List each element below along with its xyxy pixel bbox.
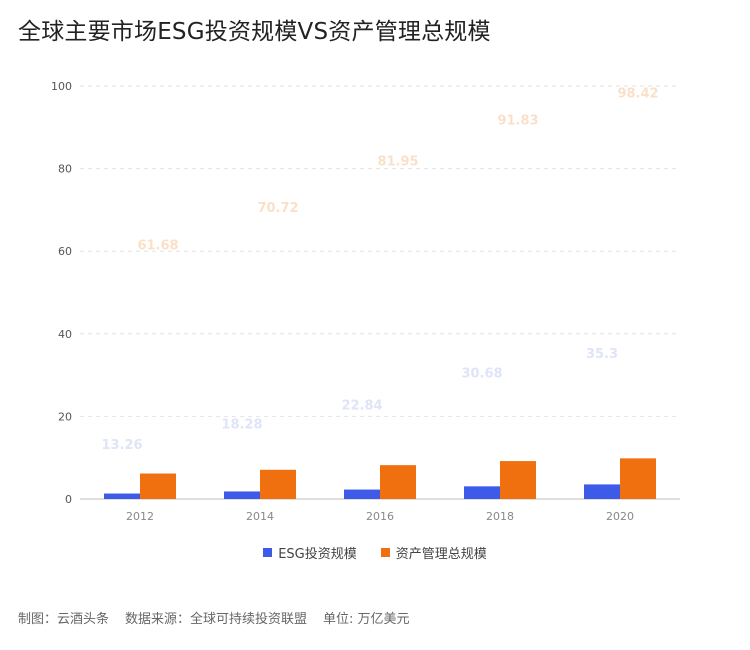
x-tick-label-2018: 2018 (486, 510, 514, 523)
x-tick-label-2012: 2012 (126, 510, 154, 523)
footer-unit: 单位: 万亿美元 (323, 612, 410, 627)
bar-esg-2020[interactable] (584, 484, 620, 499)
bar-esg-2012[interactable] (104, 493, 140, 499)
bar-esg-2016[interactable] (344, 489, 380, 499)
y-tick-label-100: 100 (51, 80, 72, 93)
data-label-aum-2012: 61.68 (137, 238, 178, 253)
legend-swatch-esg (263, 548, 273, 557)
legend-swatch-aum (380, 548, 390, 557)
data-label-aum-2020: 98.42 (617, 87, 658, 102)
x-tick-label-2016: 2016 (366, 510, 394, 523)
data-label-aum-2016: 81.95 (377, 155, 418, 170)
chart-plot: 0 20 40 60 80 100 2012 2014 2016 2018 2020 13.26 61.… (51, 80, 680, 523)
data-label-esg-2018: 30.68 (461, 366, 502, 381)
legend-item-aum[interactable]: 资产管理总规模 (380, 543, 487, 562)
data-label-aum-2014: 70.72 (257, 201, 298, 216)
y-tick-label-40: 40 (58, 328, 72, 341)
y-tick-label-20: 20 (58, 410, 72, 423)
chart-footer: 制图：云酒头条 数据来源：全球可持续投资联盟 单位: 万亿美元 (18, 608, 410, 627)
bar-aum-2016[interactable] (380, 465, 416, 499)
bar-aum-2018[interactable] (500, 461, 536, 499)
footer-maker: 制图：云酒头条 (18, 612, 110, 627)
chart-title: 全球主要市场ESG投资规模VS资产管理总规模 (18, 19, 491, 45)
x-tick-label-2020: 2020 (606, 510, 634, 523)
data-label-aum-2018: 91.83 (497, 114, 538, 129)
y-tick-label-60: 60 (58, 245, 72, 258)
x-tick-label-2014: 2014 (246, 510, 274, 523)
legend-label-esg: ESG投资规模 (278, 547, 357, 562)
footer-source: 数据来源：全球可持续投资联盟 (125, 612, 308, 627)
y-tick-label-0: 0 (65, 493, 72, 506)
bar-aum-2014[interactable] (260, 469, 296, 499)
data-label-esg-2016: 22.84 (341, 399, 382, 414)
legend-item-esg[interactable]: ESG投资规模 (263, 543, 357, 562)
data-label-esg-2020: 35.3 (586, 347, 618, 362)
data-label-esg-2012: 13.26 (101, 438, 142, 453)
bar-aum-2012[interactable] (140, 473, 176, 499)
data-label-esg-2014: 18.28 (221, 418, 262, 433)
y-tick-label-80: 80 (58, 163, 72, 176)
bar-esg-2014[interactable] (224, 491, 260, 499)
chart-legend: ESG投资规模 资产管理总规模 (0, 543, 750, 562)
bar-aum-2020[interactable] (620, 458, 656, 499)
bar-esg-2018[interactable] (464, 486, 500, 499)
legend-label-aum: 资产管理总规模 (395, 547, 487, 562)
